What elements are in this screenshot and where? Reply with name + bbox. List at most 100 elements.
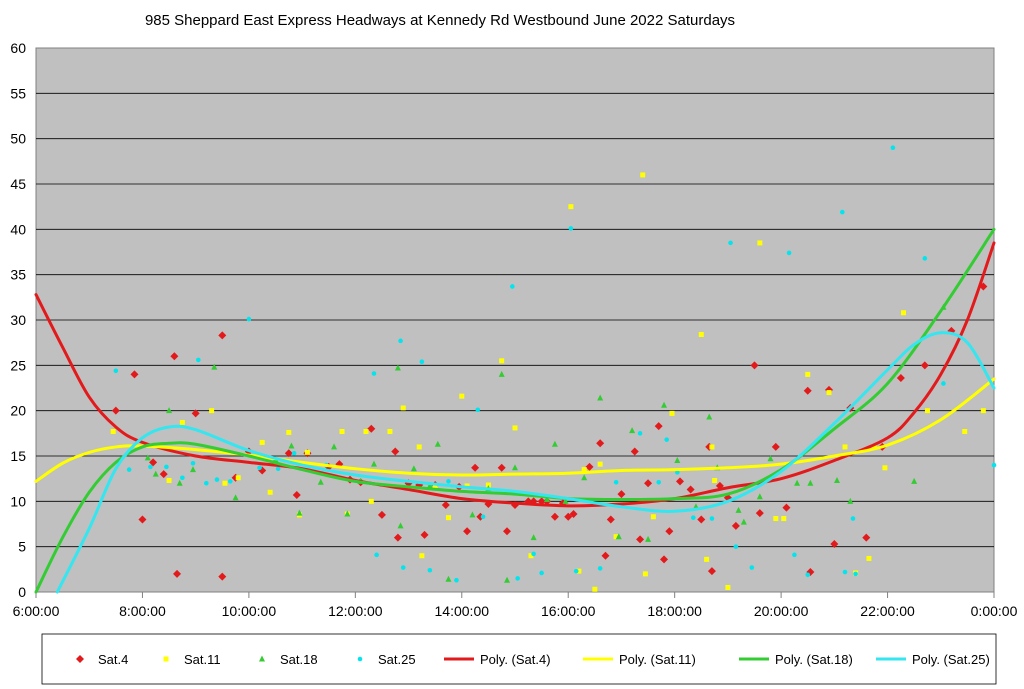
data-point	[597, 394, 604, 401]
data-point	[862, 533, 871, 542]
data-point	[728, 240, 733, 246]
data-point	[485, 482, 491, 488]
data-point	[284, 449, 293, 458]
data-point	[654, 422, 663, 431]
data-point	[211, 363, 218, 370]
data-point	[980, 408, 986, 414]
data-point	[531, 551, 536, 557]
data-point	[144, 454, 151, 461]
data-point	[416, 444, 422, 450]
data-point	[661, 401, 668, 408]
data-point	[275, 466, 281, 471]
y-tick-label: 25	[10, 357, 26, 373]
data-point	[218, 331, 227, 340]
data-point	[613, 534, 619, 540]
data-point	[391, 447, 400, 456]
data-point	[159, 470, 168, 479]
data-point	[569, 510, 578, 519]
legend-label: Poly. (Sat.4)	[480, 652, 551, 667]
data-point	[597, 566, 603, 571]
data-point	[370, 460, 377, 467]
data-point	[371, 371, 377, 376]
data-point	[674, 457, 681, 464]
y-tick-label: 20	[10, 403, 26, 419]
legend-label: Poly. (Sat.11)	[619, 652, 696, 667]
data-point	[499, 358, 505, 364]
data-point	[782, 503, 791, 512]
data-point	[786, 250, 792, 256]
data-point	[111, 406, 120, 415]
data-point	[227, 479, 233, 484]
data-point	[640, 172, 646, 178]
data-point	[441, 500, 450, 509]
data-point	[842, 569, 848, 575]
data-point	[735, 506, 742, 513]
data-point	[471, 463, 480, 472]
data-point	[630, 447, 639, 456]
data-point	[400, 405, 406, 411]
data-point	[292, 490, 301, 499]
y-tick-label: 30	[10, 312, 26, 328]
data-point	[750, 361, 759, 370]
data-point	[498, 370, 505, 377]
data-point	[420, 530, 429, 539]
data-point	[512, 425, 518, 431]
data-point	[803, 386, 812, 395]
data-point	[459, 393, 465, 399]
data-point	[941, 381, 946, 386]
data-point	[363, 429, 369, 435]
data-point	[617, 490, 626, 499]
data-point	[152, 470, 159, 477]
data-point	[445, 515, 451, 521]
data-point	[597, 461, 603, 467]
data-point	[731, 521, 740, 530]
data-point	[709, 516, 715, 521]
data-point	[568, 204, 574, 210]
trendline-poly-sat-11	[34, 377, 996, 483]
trendline-poly-sat-25	[55, 331, 996, 594]
data-point	[615, 533, 622, 540]
data-point	[585, 462, 594, 471]
data-point	[377, 510, 386, 519]
legend-label: Sat.18	[280, 652, 318, 667]
data-point	[853, 571, 858, 577]
x-tick-label: 0:00:00	[971, 603, 1018, 619]
y-tick-label: 10	[10, 493, 26, 509]
data-point	[530, 534, 537, 541]
data-point	[214, 477, 220, 482]
data-point	[291, 450, 297, 456]
data-point	[773, 516, 779, 522]
data-point	[374, 552, 379, 558]
x-tick-label: 16:00:00	[541, 603, 596, 619]
data-point	[296, 509, 303, 516]
y-axis: 0 5 10 15 20 25 30 35 40 45 50 55 60	[10, 40, 26, 600]
data-point	[267, 489, 273, 495]
data-point	[669, 410, 675, 416]
data-point	[463, 527, 472, 536]
y-tick-label: 5	[18, 539, 26, 555]
data-point	[510, 284, 515, 289]
data-point	[592, 586, 598, 592]
data-point	[550, 512, 559, 521]
data-point	[596, 439, 605, 448]
legend-box	[41, 633, 997, 685]
series-sat-18	[144, 303, 947, 583]
data-point	[190, 466, 197, 473]
data-point	[581, 474, 588, 481]
data-point	[922, 256, 928, 261]
data-point	[288, 442, 295, 449]
data-points	[110, 145, 997, 592]
data-point	[675, 470, 680, 475]
data-point	[650, 514, 656, 520]
data-point	[690, 515, 696, 520]
data-point	[387, 429, 393, 435]
trendline-poly-sat-4	[34, 241, 996, 508]
series-sat-4	[111, 282, 988, 581]
data-point	[830, 539, 839, 548]
data-point	[749, 565, 755, 570]
data-point	[581, 467, 587, 473]
data-point	[246, 316, 252, 322]
data-point	[920, 361, 929, 370]
data-point	[866, 555, 872, 561]
